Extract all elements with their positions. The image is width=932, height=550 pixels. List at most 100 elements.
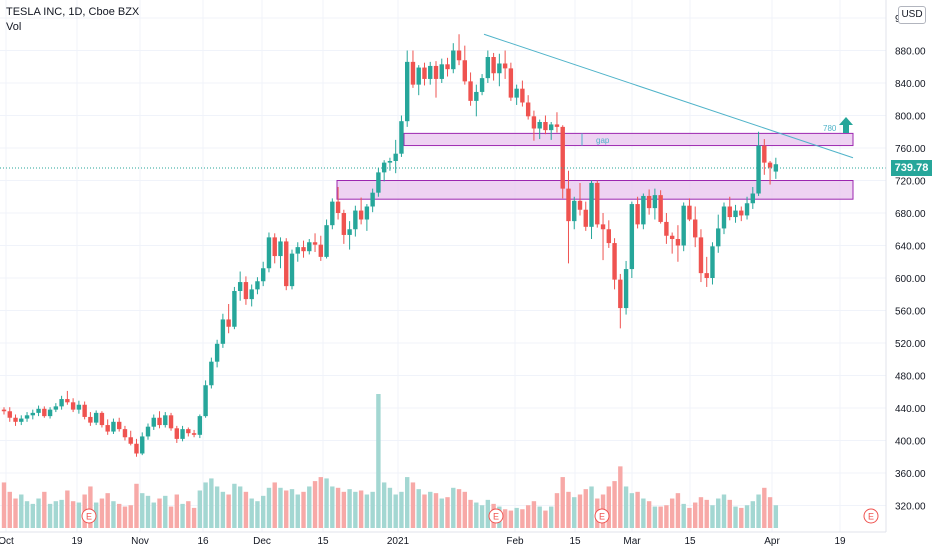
currency-button[interactable]: USD [898,6,926,24]
volume-bar [750,501,755,528]
volume-bar [353,491,358,528]
volume-bar [168,506,174,528]
volume-bar [70,501,76,528]
symbol-title: TESLA INC, 1D, Cboe BZX [6,6,140,18]
volume-bar [284,490,289,528]
volume-legend: Vol [6,21,22,33]
volume-bar [289,489,295,528]
volume-bar [474,502,479,528]
candle-body [704,273,709,278]
volume-bar [13,498,18,528]
candle-body [502,63,508,69]
candle-body [572,200,577,222]
volume-bar [721,494,727,528]
candle-body [744,203,750,216]
volume-bar [232,483,237,528]
price-axis[interactable]: 920.00880.00840.00800.00760.00720.00680.… [885,0,926,532]
volume-bar [675,493,681,528]
volume-bar [393,494,398,528]
candle-body [220,319,226,344]
volume-bar [537,506,542,528]
volume-bar [531,501,537,528]
candle-body [358,210,364,220]
price-tick-label: 480.00 [895,372,926,383]
candle-body [145,426,151,437]
volume-bar [255,501,260,528]
candle-body [312,242,318,245]
candle-body [140,436,145,454]
time-tick-label: 15 [317,536,329,547]
up-arrow-icon [839,117,853,133]
candle-body [462,60,467,82]
candle-body [249,289,254,300]
earnings-marker-label: E [868,512,874,522]
volume-bar [439,498,444,528]
candle-body [278,241,283,257]
candle-body [82,404,87,417]
time-tick-label: 16 [197,536,209,547]
volume-bar [399,491,404,528]
time-tick-label: 19 [71,536,83,547]
candle-body [681,205,686,246]
time-tick-label: 2021 [387,536,410,547]
candle-body [710,246,715,278]
volume-bar [209,478,214,528]
time-axis[interactable]: Oct 19 Nov 16 Dec 15 2021 Feb 15 Mar 15 Apr 19 [0,531,886,547]
candle-body [479,78,485,92]
volume-bar [307,486,312,528]
candle-body [641,195,646,225]
volume-bar [410,482,416,528]
volume-bar [687,507,692,528]
candle-body [468,81,473,101]
candle-body [335,201,341,213]
candle-body [652,195,658,209]
candle-body [439,64,444,79]
earnings-marker-icon [863,508,879,524]
candle-body [451,50,456,70]
candle-body [13,417,18,422]
volume-bar [502,509,508,528]
volume-bar [554,493,560,528]
candle-body [721,206,727,229]
volume-bar [203,482,208,528]
volume-bar [117,503,122,528]
candle-body [122,429,128,438]
candle-body [669,235,675,239]
volume-bar [560,477,565,528]
candle-body [698,237,704,274]
price-tick-label: 400.00 [895,437,926,448]
volume-bar [739,507,744,528]
candle-body [232,291,237,327]
volume-bar [358,490,364,528]
candle-body [42,408,47,417]
candle-body [560,126,565,189]
candle-body [485,57,491,79]
volume-bar [658,506,663,528]
volume-bar [583,489,588,528]
volume-bar [479,505,485,528]
time-tick-label: Apr [764,536,780,547]
candle-body [226,319,231,327]
volume-bar [99,498,105,528]
candle-body [756,145,761,194]
volume-bar [105,493,110,528]
candle-body [675,239,681,246]
price-tick-label: 800.00 [895,112,926,123]
candle-body [186,429,191,434]
volume-bar [629,493,635,528]
volume-bar [669,498,675,528]
candle-body [105,425,110,432]
volume-bar [566,491,571,528]
level-label: 780 [823,124,837,133]
candle-body [762,145,767,163]
candle-body [1,409,7,412]
candle-body [606,229,611,244]
candle-body [635,204,640,225]
candle-body [295,247,300,254]
volume-bar [416,489,421,528]
price-tick-label: 440.00 [895,404,926,415]
candle-body [266,237,272,269]
candle-body [433,65,439,79]
volume-bar [514,507,519,528]
